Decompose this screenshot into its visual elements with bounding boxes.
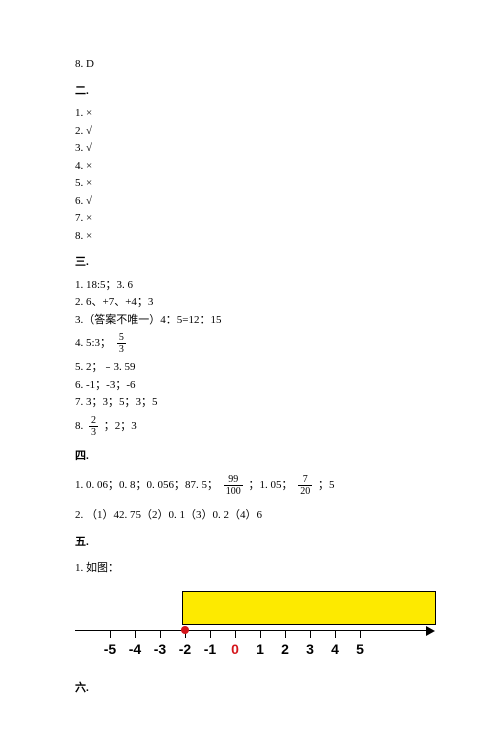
tf-item: 7. × <box>75 210 425 227</box>
tf-item: 1. × <box>75 105 425 122</box>
figure-caption: 1. 如图： <box>75 560 425 577</box>
tick-label: 2 <box>281 639 289 660</box>
answer-item: 5. 2；﹣3. 59 <box>75 359 425 376</box>
tick-label: -2 <box>179 639 191 660</box>
numerator: 7 <box>298 474 312 486</box>
tick-mark <box>310 630 311 638</box>
tick-label: 5 <box>356 639 364 660</box>
fraction: 5 3 <box>117 332 126 355</box>
number-line-figure: -5 -4 -3 -2 -1 012345 <box>75 591 435 658</box>
denominator: 3 <box>117 344 126 355</box>
tick-mark <box>335 630 336 638</box>
numerator: 2 <box>89 415 98 427</box>
section-heading-2: 二. <box>75 83 425 100</box>
tf-item: 8. × <box>75 228 425 245</box>
axis-line <box>75 630 427 631</box>
answer-item: 1. 18:5；3. 6 <box>75 277 425 294</box>
section-heading-3: 三. <box>75 254 425 271</box>
answer-item: 4. 5:3； 5 3 <box>75 332 425 355</box>
arrow-icon <box>426 626 435 636</box>
fraction: 7 20 <box>298 474 312 497</box>
fraction: 2 3 <box>89 415 98 438</box>
item-text: 1. 0. 06；0. 8；0. 056；87. 5； <box>75 479 218 491</box>
point-marker <box>181 626 189 634</box>
tick-label: -4 <box>129 639 141 660</box>
section-heading-4: 四. <box>75 448 425 465</box>
tick-label: -5 <box>104 639 116 660</box>
answer-item: 2. 6、+7、+4；3 <box>75 294 425 311</box>
item-text: 8. <box>75 420 86 432</box>
item-text: ；5 <box>318 479 335 491</box>
section-heading-6: 六. <box>75 680 425 697</box>
fraction: 99 100 <box>224 474 243 497</box>
answer-item: 2. （1）42. 75（2）0. 1（3）0. 2（4）6 <box>75 507 425 524</box>
item-text: ；2；3 <box>104 420 137 432</box>
tick-mark <box>235 630 236 638</box>
number-line-track: -5 -4 -3 -2 -1 012345 <box>75 624 435 658</box>
answer-item: 7. 3；3；5；3；5 <box>75 394 425 411</box>
tf-item: 5. × <box>75 175 425 192</box>
tick-mark <box>260 630 261 638</box>
item-text: 4. 5:3； <box>75 337 111 349</box>
tf-item: 4. × <box>75 158 425 175</box>
tick-mark <box>360 630 361 638</box>
numerator: 5 <box>117 332 126 344</box>
answer-item: 6. -1；-3；-6 <box>75 377 425 394</box>
tick-mark <box>285 630 286 638</box>
answer-item: 1. 0. 06；0. 8；0. 056；87. 5； 99 100 ；1. 0… <box>75 474 425 497</box>
section-heading-5: 五. <box>75 534 425 551</box>
tf-item: 6. √ <box>75 193 425 210</box>
tick-mark <box>110 630 111 638</box>
tick-mark <box>135 630 136 638</box>
tick-mark <box>210 630 211 638</box>
answer-item: 8. 2 3 ；2；3 <box>75 415 425 438</box>
tick-label: 1 <box>256 639 264 660</box>
tick-label: 4 <box>331 639 339 660</box>
tick-mark <box>160 630 161 638</box>
numerator: 99 <box>224 474 243 486</box>
tick-label: 0 <box>231 639 239 660</box>
denominator: 100 <box>224 486 243 497</box>
tf-item: 2. √ <box>75 123 425 140</box>
tf-item: 3. √ <box>75 140 425 157</box>
highlight-region <box>182 591 436 625</box>
answer-item: 8. D <box>75 56 425 73</box>
tick-label: -1 <box>204 639 216 660</box>
denominator: 3 <box>89 427 98 438</box>
tick-label: -3 <box>154 639 166 660</box>
answer-item: 3.（答案不唯一）4：5=12：15 <box>75 312 425 329</box>
item-text: ；1. 05； <box>249 479 293 491</box>
tick-label: 3 <box>306 639 314 660</box>
denominator: 20 <box>298 486 312 497</box>
